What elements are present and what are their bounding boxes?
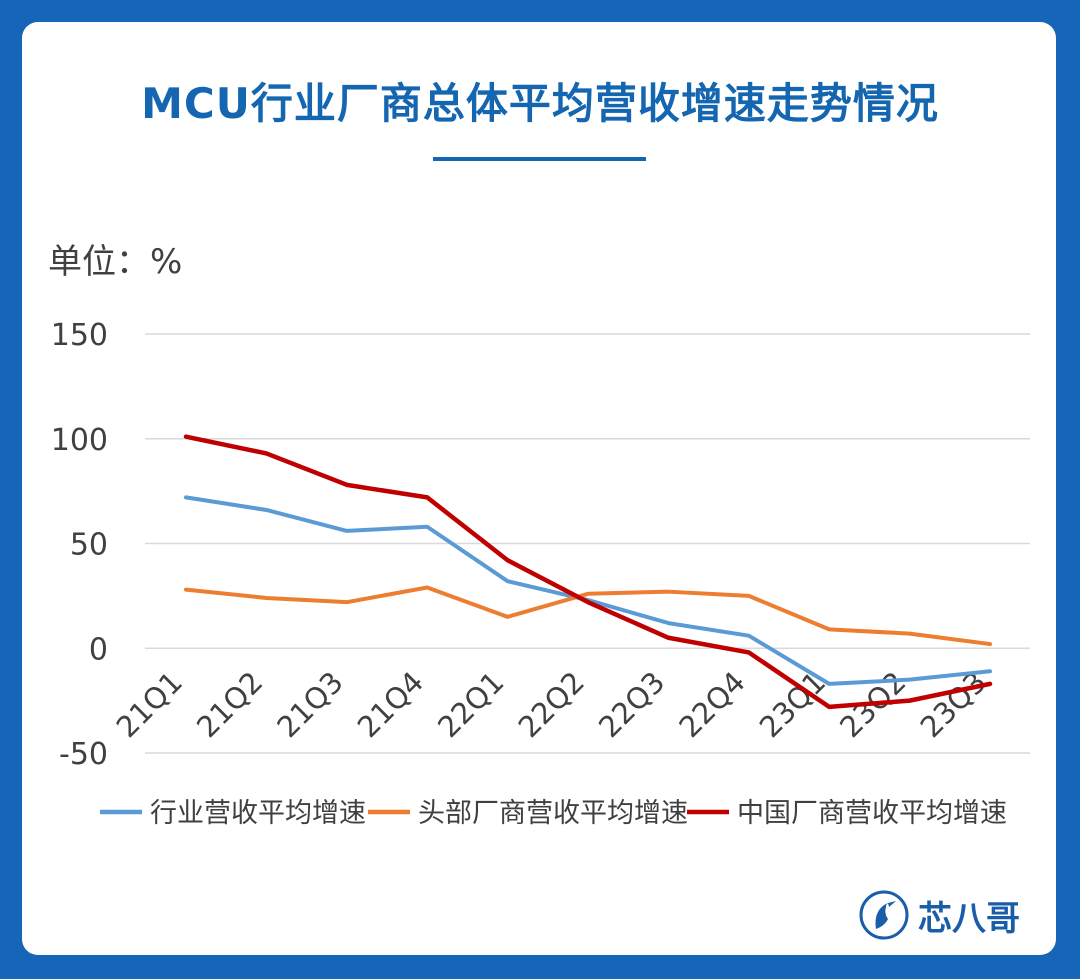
y-tick-label: 0 — [89, 632, 108, 667]
y-tick-label: 50 — [70, 528, 108, 563]
series-line — [183, 434, 993, 710]
y-tick-label: 150 — [51, 318, 108, 353]
unit-label: 单位：% — [48, 242, 183, 282]
x-tick-label: 21Q1 — [110, 665, 189, 744]
bird-logo-icon — [859, 890, 909, 940]
title-underline — [433, 157, 646, 161]
brand-name: 芯八哥 — [918, 898, 1020, 939]
chart-title: MCU行业厂商总体平均营收增速走势情况 — [141, 79, 939, 128]
brand: 芯八哥 — [858, 885, 1020, 945]
chart-card — [22, 22, 1056, 955]
y-tick-label: 100 — [51, 423, 108, 458]
legend-label: 中国厂商营收平均增速 — [737, 798, 1007, 829]
x-tick-label: 21Q2 — [190, 665, 269, 744]
series-line — [184, 585, 992, 647]
x-tick-label: 21Q4 — [351, 665, 430, 744]
legend-label: 头部厂商营收平均增速 — [418, 798, 688, 829]
x-tick-label: 22Q1 — [431, 665, 510, 744]
x-tick-label: 21Q3 — [270, 665, 349, 744]
legend-label: 行业营收平均增速 — [150, 798, 366, 829]
x-tick-label: 22Q4 — [672, 665, 751, 744]
y-tick-label: -50 — [59, 737, 108, 772]
series-line — [184, 495, 992, 686]
x-tick-label: 22Q3 — [592, 665, 671, 744]
x-tick-label: 22Q2 — [512, 665, 591, 744]
